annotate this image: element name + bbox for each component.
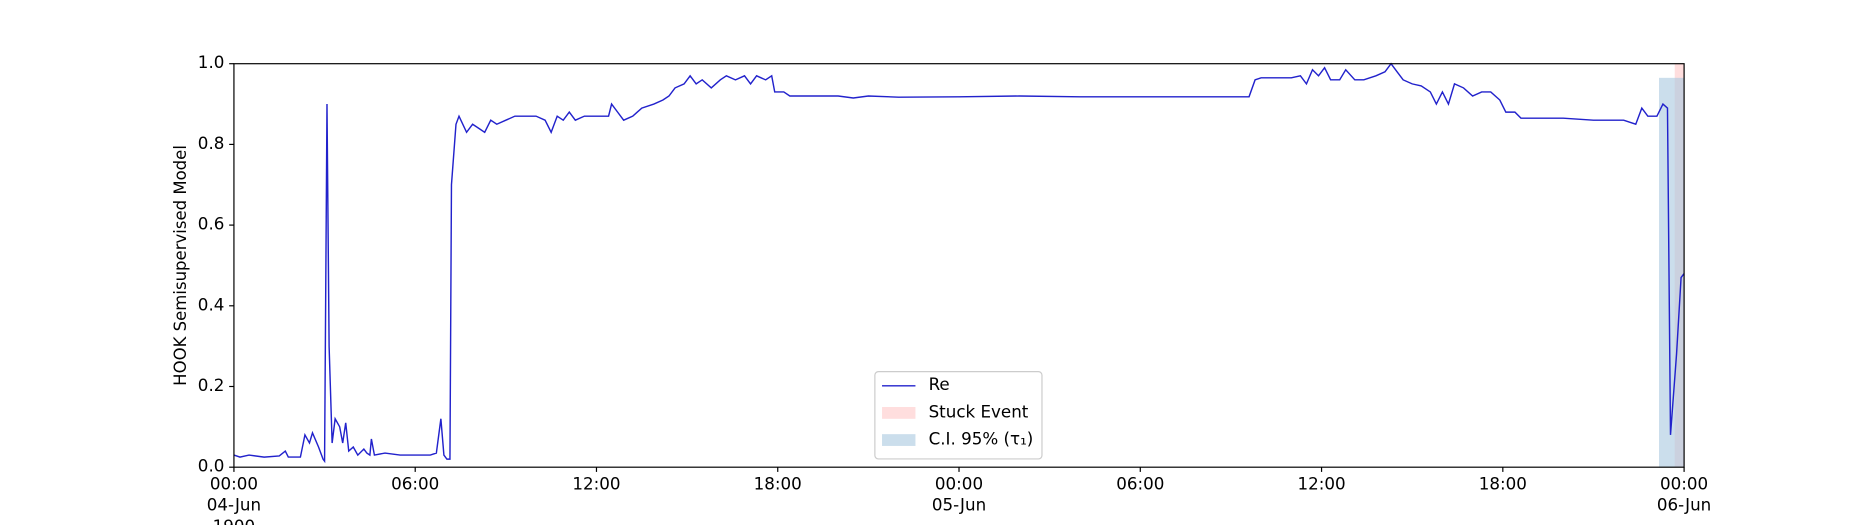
legend-label: Stuck Event bbox=[929, 402, 1029, 421]
x-tick-label: 00:00 bbox=[1660, 474, 1708, 493]
line bbox=[233, 62, 1685, 464]
legend-swatch bbox=[882, 434, 916, 446]
legend-label: C.I. 95% (τ₁) bbox=[929, 430, 1034, 449]
x-date-label: 04-Jun bbox=[207, 496, 261, 515]
legend-label: Re bbox=[929, 375, 950, 394]
y-tick-label: 0.2 bbox=[198, 376, 225, 395]
y-tick-label: 0.6 bbox=[198, 215, 225, 234]
x-tick-label: 00:00 bbox=[210, 474, 258, 493]
legend-swatch bbox=[882, 407, 916, 419]
x-tick-label: 00:00 bbox=[935, 474, 983, 493]
y-tick-label: 0.4 bbox=[198, 295, 225, 314]
x-tick-label: 06:00 bbox=[391, 474, 439, 493]
x-date-label: 05-Jun bbox=[932, 496, 986, 515]
x-tick-label: 06:00 bbox=[1116, 474, 1164, 493]
y-tick-label: 0.0 bbox=[198, 457, 225, 476]
legend-box bbox=[874, 371, 1043, 460]
y-tick-label: 1.0 bbox=[198, 53, 225, 72]
x-tick-label: 12:00 bbox=[1297, 474, 1345, 493]
x-year-label: 1900 bbox=[213, 517, 256, 525]
x-tick-label: 18:00 bbox=[1479, 474, 1527, 493]
x-date-label: 06-Jun bbox=[1657, 496, 1711, 515]
y-axis-label: HOOK Semisupervised Model bbox=[171, 145, 190, 386]
x-tick-label: 18:00 bbox=[754, 474, 802, 493]
x-tick-label: 12:00 bbox=[572, 474, 620, 493]
y-tick-label: 0.8 bbox=[198, 134, 225, 153]
span bbox=[1659, 77, 1685, 468]
